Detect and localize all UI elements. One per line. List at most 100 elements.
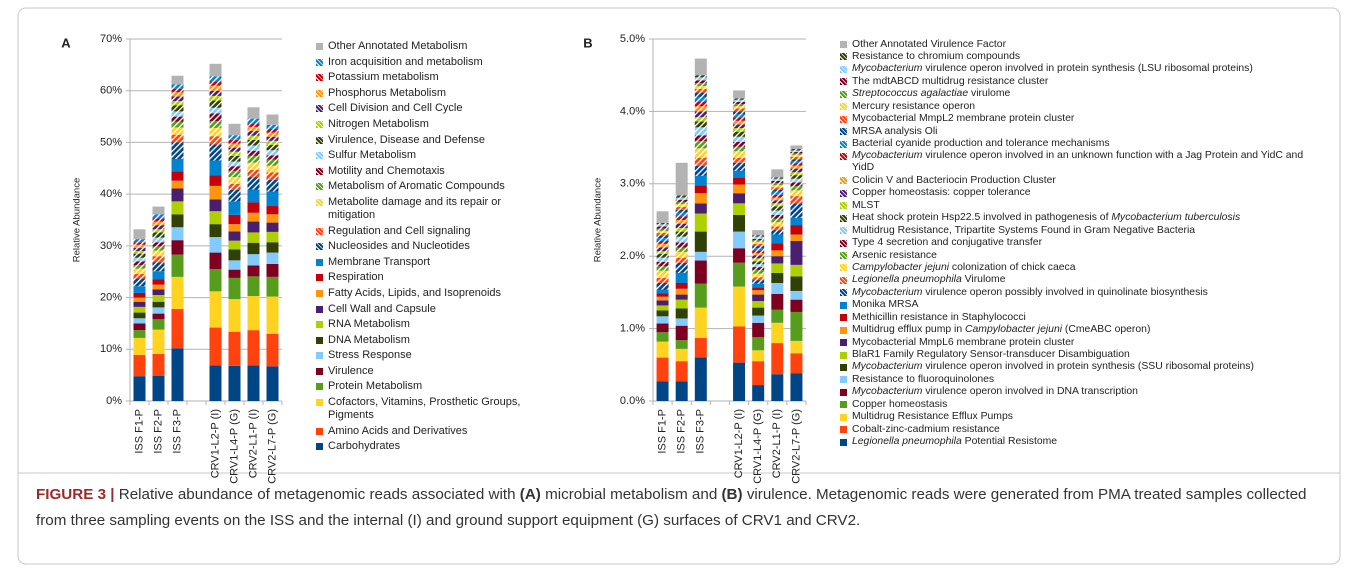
bar-segment: [133, 354, 146, 377]
legend-entry: Iron acquisition and metabolism: [316, 56, 521, 69]
y-tick-label: 4.0%: [620, 105, 645, 117]
bar-segment: [266, 263, 279, 277]
bar-segment: [171, 180, 184, 189]
bar-segment: [790, 182, 803, 186]
bar-segment: [247, 155, 260, 163]
bar-segment: [675, 231, 688, 237]
bar-segment: [171, 134, 184, 143]
bar-segment: [752, 267, 765, 270]
legend-entry: BlaR1 Family Regulatory Sensor-transduce…: [840, 349, 1318, 361]
bar-segment: [790, 165, 803, 169]
legend-entry: Multidrug Resistance Efflux Pumps: [840, 411, 1318, 423]
bar-segment: [771, 243, 784, 251]
bar-segment: [228, 135, 241, 140]
bar-segment: [790, 217, 803, 226]
y-tick-label: 30%: [100, 240, 122, 252]
legend-entry: Mycobacterium virulence operon possibly …: [840, 287, 1318, 299]
legend-swatch: [840, 426, 847, 434]
legend: Other Annotated Virulence Factor Resistan…: [840, 39, 1318, 449]
y-tick-label: 20%: [100, 291, 122, 303]
bar-segment: [790, 203, 803, 218]
bar-segment: [675, 209, 688, 213]
legend-label: Virulence: [328, 364, 374, 377]
bar-segment: [171, 276, 184, 309]
bar-segment: [733, 248, 746, 263]
bar-segment: [675, 340, 688, 349]
bar-segment: [752, 350, 765, 362]
bar-segment: [790, 154, 803, 158]
bar-segment: [247, 254, 260, 266]
legend-label: RNA Metabolism: [328, 318, 410, 331]
figure-frame: [17, 7, 1341, 565]
legend-label: Mycobacterial MmpL6 membrane protein clu…: [852, 336, 1075, 348]
legend-entry: Phosphorus Metabolism: [316, 87, 521, 100]
y-axis-title: Relative Abundance: [593, 178, 604, 263]
legend-swatch: [840, 202, 847, 210]
bar-segment: [771, 197, 784, 201]
bar-segment: [247, 202, 260, 213]
bar-segment: [694, 260, 707, 284]
bar-segment: [133, 301, 146, 307]
bar-segment: [656, 222, 669, 225]
legend-entry: Metabolism of Aromatic Compounds: [316, 180, 521, 193]
bar-segment: [228, 170, 241, 178]
bar-segment: [656, 270, 669, 278]
legend-label: Carbohydrates: [328, 440, 401, 453]
bar-segment: [790, 175, 803, 179]
bar-segment: [733, 111, 746, 115]
legend-swatch: [840, 413, 847, 421]
bar-segment: [771, 206, 784, 211]
bar-segment: [266, 140, 279, 146]
legend-label: Resistance to chromium compounds: [852, 50, 1021, 62]
bar-segment: [771, 180, 784, 184]
bar-segment: [133, 229, 146, 240]
legend-entry: Heat shock protein Hsp22.5 involved in p…: [840, 212, 1318, 224]
bar-segment: [133, 239, 146, 243]
bar-segment: [790, 151, 803, 154]
bar-segment: [247, 276, 260, 297]
bar-segment: [790, 373, 803, 401]
legend-swatch: [316, 367, 323, 375]
legend-label: MRSA analysis Oli: [852, 125, 938, 137]
legend-entry: Mycobacterium virulence operon involved …: [840, 361, 1318, 373]
legend-swatch: [316, 289, 323, 297]
panel-letter: A: [61, 35, 71, 50]
bar-segment: [771, 210, 784, 215]
bar-segment: [656, 226, 669, 229]
bar-segment: [675, 242, 688, 248]
bar-segment: [133, 286, 146, 293]
bar-segment: [733, 184, 746, 194]
bar-segment: [209, 224, 222, 238]
bar-segment: [209, 199, 222, 212]
bar-segment: [675, 272, 688, 283]
bar-segment: [752, 253, 765, 256]
legend-label: Fatty Acids, Lipids, and Isoprenoids: [328, 286, 502, 299]
bar-segment: [694, 148, 707, 158]
bar-segment: [675, 204, 688, 207]
bar-segment: [209, 95, 222, 101]
bar-segment: [790, 163, 803, 166]
bar-segment: [733, 128, 746, 132]
bar-segment: [656, 305, 669, 311]
bar-segment: [694, 357, 707, 401]
legend-entry: Copper homeostasis: copper tolerance: [840, 187, 1318, 199]
bar-segment: [228, 139, 241, 144]
legend-swatch: [316, 105, 323, 113]
bar-segment: [790, 145, 803, 150]
bar-segment: [733, 104, 746, 107]
bar-segment: [171, 101, 184, 106]
bar-segment: [694, 203, 707, 214]
bar-segment: [133, 297, 146, 302]
bar-segment: [152, 206, 165, 215]
bar-segment: [152, 237, 165, 243]
legend-swatch: [840, 264, 847, 272]
legend-entry: Cell Wall and Capsule: [316, 303, 521, 316]
bar-segment: [733, 214, 746, 232]
y-tick-label: 5.0%: [620, 33, 645, 45]
bar-segment: [266, 179, 279, 192]
legend-swatch: [840, 103, 847, 111]
x-tick-label: CRV1-L4-P (G): [752, 409, 764, 484]
bar-segment: [675, 257, 688, 263]
caption-text: microbial metabolism and: [540, 486, 722, 503]
legend-entry: Protein Metabolism: [316, 380, 521, 393]
